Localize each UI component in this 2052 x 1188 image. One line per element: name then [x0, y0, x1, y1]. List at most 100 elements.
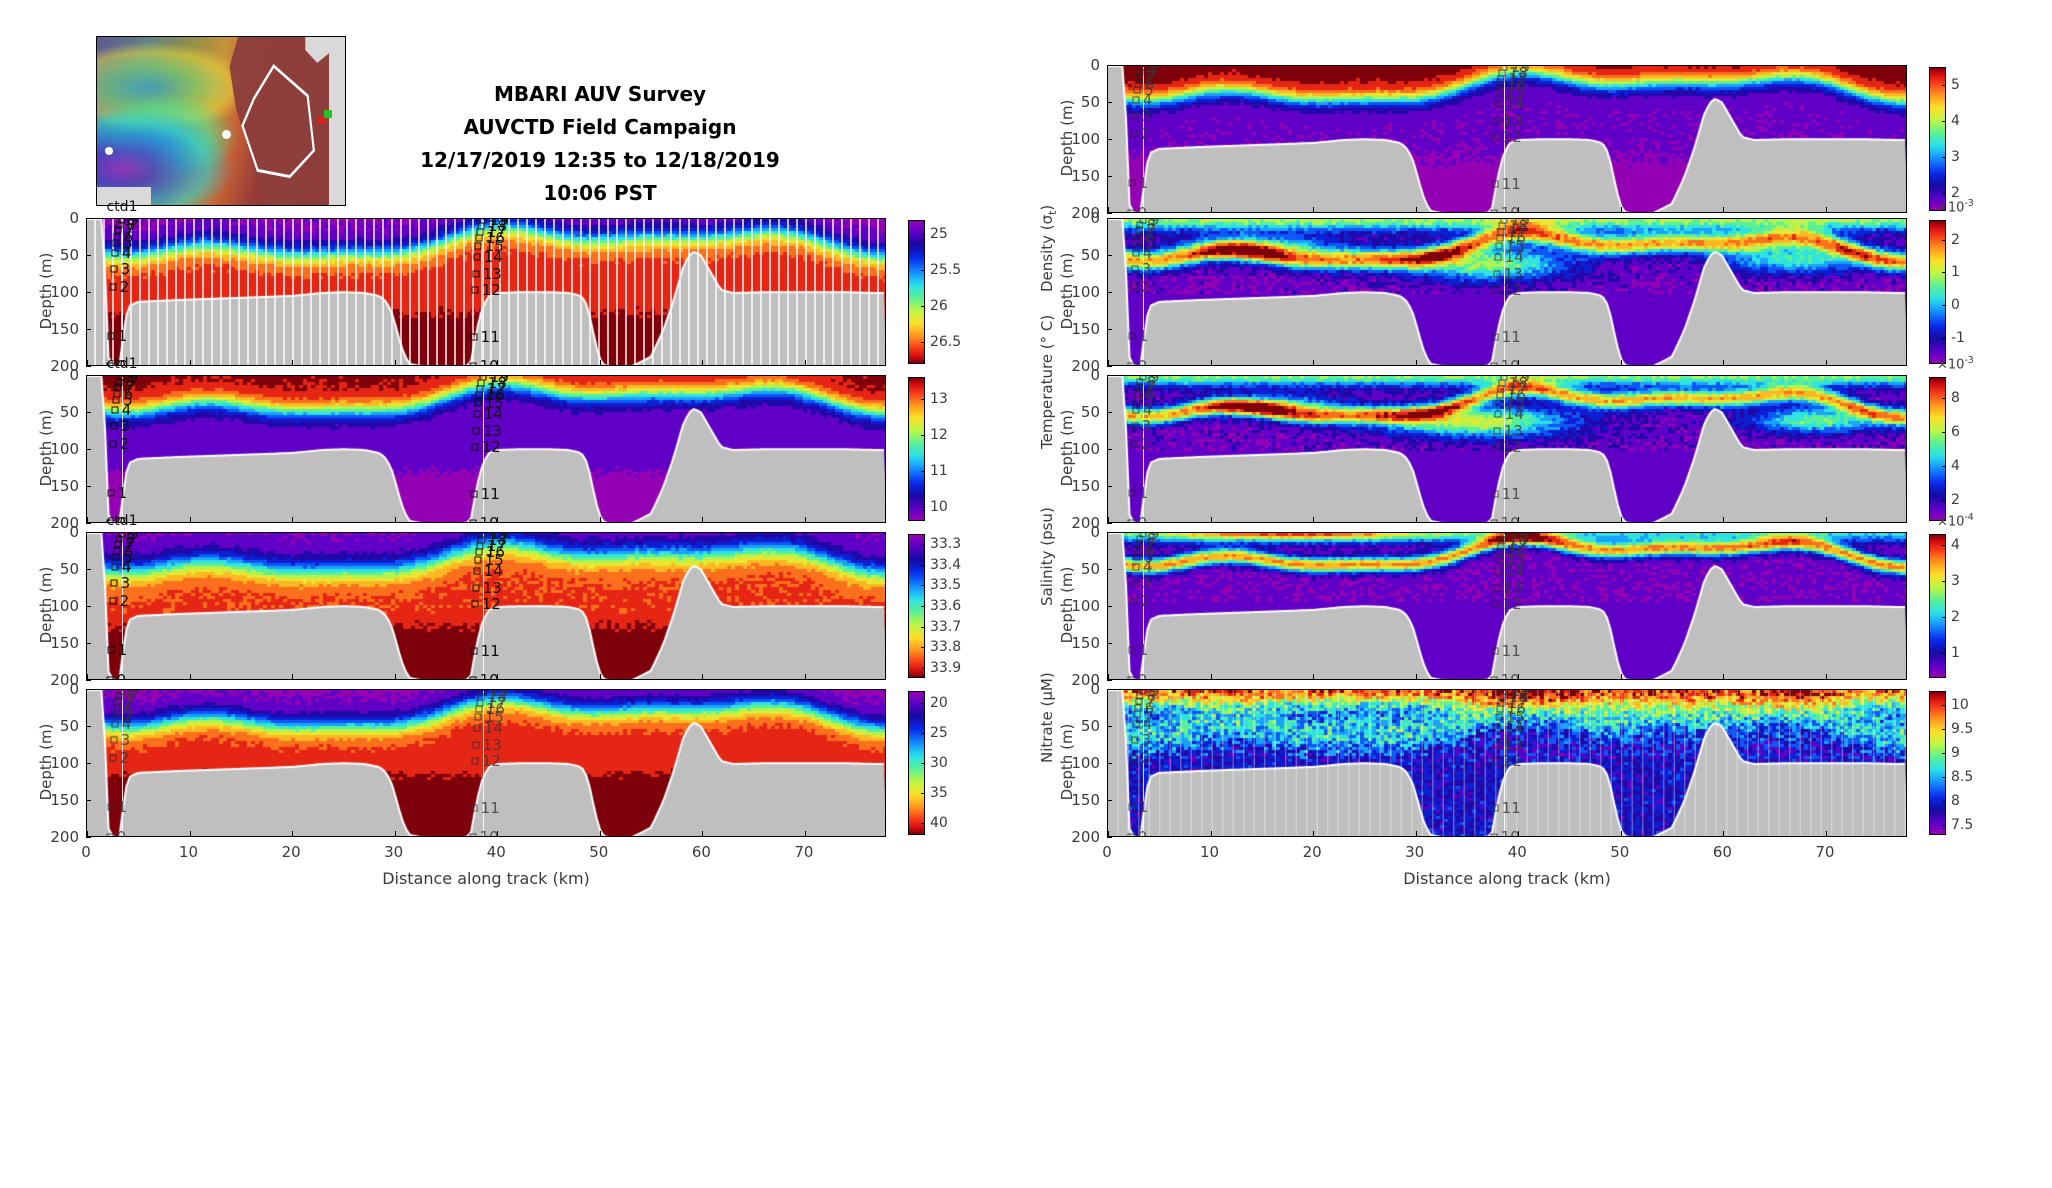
station-marker[interactable]	[111, 563, 119, 571]
station-marker[interactable]	[1135, 73, 1143, 81]
station-marker[interactable]	[115, 221, 123, 229]
station-marker[interactable]	[114, 540, 122, 548]
station-marker[interactable]	[469, 519, 477, 522]
station-marker[interactable]	[1494, 724, 1502, 732]
station-marker[interactable]	[1492, 443, 1500, 451]
station-marker[interactable]	[1493, 270, 1501, 278]
station-marker[interactable]	[106, 676, 114, 679]
station-marker[interactable]	[1497, 75, 1505, 83]
station-marker[interactable]	[1133, 86, 1141, 94]
station-marker[interactable]	[1496, 81, 1504, 89]
station-marker[interactable]	[111, 406, 119, 414]
station-marker[interactable]	[109, 597, 117, 605]
station-marker[interactable]	[114, 697, 122, 705]
station-marker[interactable]	[106, 519, 114, 522]
station-marker[interactable]	[1490, 833, 1498, 836]
station-marker[interactable]	[1492, 133, 1500, 141]
station-marker[interactable]	[472, 427, 480, 435]
station-marker[interactable]	[1132, 563, 1140, 571]
station-marker[interactable]	[115, 378, 123, 386]
station-marker[interactable]	[471, 600, 479, 608]
station-marker[interactable]	[1130, 283, 1138, 291]
station-marker[interactable]	[1130, 130, 1138, 138]
station-marker[interactable]	[474, 713, 482, 721]
station-marker[interactable]	[1491, 804, 1499, 812]
station-marker[interactable]	[1131, 265, 1139, 273]
station-marker[interactable]	[469, 362, 477, 365]
station-marker[interactable]	[112, 239, 120, 247]
station-marker[interactable]	[1494, 253, 1502, 261]
station-marker[interactable]	[1133, 553, 1141, 561]
station-marker[interactable]	[1128, 489, 1136, 497]
station-marker[interactable]	[470, 333, 478, 341]
station-marker[interactable]	[475, 705, 483, 713]
station-marker[interactable]	[1127, 676, 1135, 679]
station-marker[interactable]	[474, 556, 482, 564]
station-marker[interactable]	[1492, 757, 1500, 765]
station-marker[interactable]	[475, 391, 483, 399]
station-marker[interactable]	[1136, 692, 1144, 700]
station-marker[interactable]	[1135, 540, 1143, 548]
station-marker[interactable]	[1497, 542, 1505, 550]
station-marker[interactable]	[1490, 519, 1498, 522]
station-marker[interactable]	[1496, 391, 1504, 399]
station-marker[interactable]	[110, 736, 118, 744]
station-marker[interactable]	[474, 242, 482, 250]
station-marker[interactable]	[107, 803, 115, 811]
station-marker[interactable]	[473, 567, 481, 575]
station-marker[interactable]	[1493, 427, 1501, 435]
station-marker[interactable]	[1135, 226, 1143, 234]
station-marker[interactable]	[471, 443, 479, 451]
station-marker[interactable]	[115, 692, 123, 700]
station-marker[interactable]	[470, 804, 478, 812]
station-marker[interactable]	[112, 710, 120, 718]
station-marker[interactable]	[1128, 803, 1136, 811]
station-marker[interactable]	[1493, 584, 1501, 592]
station-marker[interactable]	[106, 833, 114, 836]
station-marker[interactable]	[475, 548, 483, 556]
station-marker[interactable]	[1494, 567, 1502, 575]
station-marker[interactable]	[476, 385, 484, 393]
station-marker[interactable]	[1135, 383, 1143, 391]
station-marker[interactable]	[1132, 96, 1140, 104]
station-marker[interactable]	[1133, 396, 1141, 404]
station-marker[interactable]	[106, 362, 114, 365]
station-marker[interactable]	[1132, 406, 1140, 414]
station-marker[interactable]	[469, 676, 477, 679]
station-marker[interactable]	[472, 270, 480, 278]
station-marker[interactable]	[1127, 209, 1135, 212]
station-marker[interactable]	[1495, 556, 1503, 564]
station-marker[interactable]	[1132, 720, 1140, 728]
station-marker[interactable]	[476, 228, 484, 236]
station-marker[interactable]	[1493, 117, 1501, 125]
station-marker[interactable]	[1491, 647, 1499, 655]
station-marker[interactable]	[479, 219, 487, 224]
station-marker[interactable]	[1127, 833, 1135, 836]
station-marker[interactable]	[109, 440, 117, 448]
station-marker[interactable]	[476, 699, 484, 707]
station-marker[interactable]	[1500, 690, 1508, 695]
station-marker[interactable]	[1497, 228, 1505, 236]
station-marker[interactable]	[1494, 100, 1502, 108]
station-marker[interactable]	[107, 489, 115, 497]
station-marker[interactable]	[473, 724, 481, 732]
station-marker[interactable]	[479, 376, 487, 381]
station-marker[interactable]	[1495, 89, 1503, 97]
station-marker[interactable]	[1500, 376, 1508, 381]
station-marker[interactable]	[473, 253, 481, 261]
station-marker[interactable]	[115, 535, 123, 543]
station-marker[interactable]	[109, 754, 117, 762]
station-marker[interactable]	[112, 553, 120, 561]
station-marker[interactable]	[1495, 399, 1503, 407]
station-marker[interactable]	[1495, 242, 1503, 250]
station-marker[interactable]	[1496, 234, 1504, 242]
station-marker[interactable]	[472, 741, 480, 749]
station-marker[interactable]	[1500, 219, 1508, 224]
station-marker[interactable]	[471, 757, 479, 765]
station-marker[interactable]	[474, 399, 482, 407]
station-marker[interactable]	[1500, 533, 1508, 538]
station-marker[interactable]	[1494, 410, 1502, 418]
station-marker[interactable]	[473, 410, 481, 418]
station-marker[interactable]	[479, 690, 487, 695]
station-marker[interactable]	[110, 265, 118, 273]
